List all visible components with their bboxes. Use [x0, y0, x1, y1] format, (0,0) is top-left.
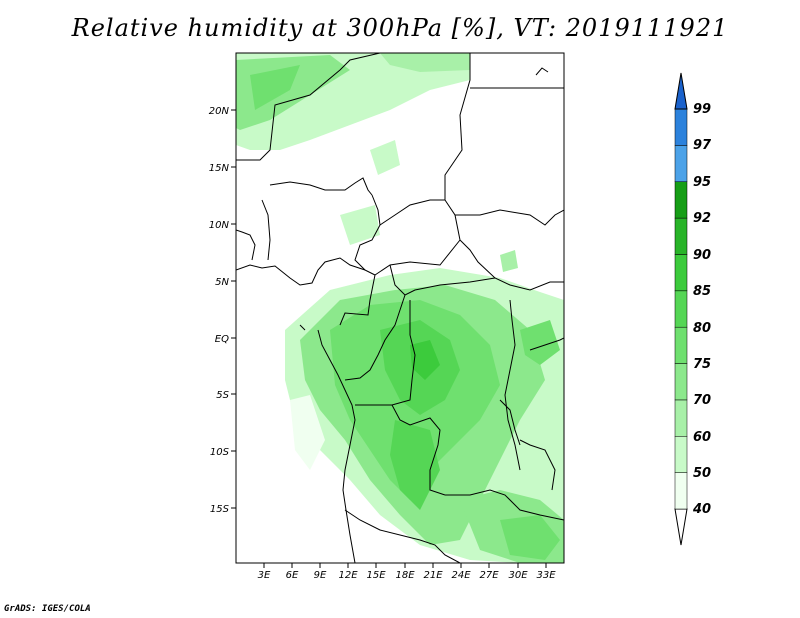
colorbar-segment: [674, 326, 688, 364]
lat-label: 15N: [209, 163, 230, 174]
colorbar-segment: [674, 290, 688, 328]
humidity-field: [236, 53, 564, 563]
colorbar-segment: [674, 363, 688, 401]
coastlines: [236, 53, 564, 563]
lat-label: EQ: [215, 334, 229, 345]
colorbar-under-triangle: [674, 508, 688, 546]
lon-label: 27E: [479, 570, 499, 581]
colorbar-segment: [674, 217, 688, 255]
lat-label: 20N: [209, 106, 230, 117]
colorbar-label: 99: [693, 102, 711, 117]
lat-label: 15S: [210, 504, 230, 515]
grads-credit: GrADS: IGES/COLA: [4, 604, 91, 614]
colorbar-label: 92: [693, 211, 711, 226]
lon-label: 6E: [286, 570, 299, 581]
lon-label: 33E: [536, 570, 556, 581]
lon-label: 21E: [423, 570, 443, 581]
colorbar-label: 80: [693, 321, 711, 336]
colorbar: 40 50 60 70 75 80 85 90 92 95 97 99: [674, 72, 712, 546]
lat-label: 10N: [209, 220, 230, 231]
colorbar-segment: [674, 254, 688, 292]
colorbar-label: 85: [693, 284, 711, 299]
colorbar-segment: [674, 399, 688, 437]
colorbar-label: 70: [693, 393, 711, 408]
colorbar-segment: [674, 108, 688, 146]
colorbar-label: 97: [693, 138, 712, 153]
colorbar-segment: [674, 181, 688, 219]
lon-label: 15E: [366, 570, 386, 581]
lon-label: 30E: [508, 570, 528, 581]
colorbar-label: 50: [693, 466, 711, 481]
lon-axis: 3E 6E 9E 12E 15E 18E 21E 24E 27E 30E 33E: [258, 563, 556, 581]
colorbar-label: 60: [693, 430, 711, 445]
lat-label: 5S: [216, 390, 229, 401]
colorbar-segment: [674, 145, 688, 182]
lon-label: 24E: [451, 570, 471, 581]
lon-label: 9E: [314, 570, 327, 581]
colorbar-over-triangle: [674, 72, 688, 110]
lat-axis: 20N 15N 10N 5N EQ 5S 10S 15S: [209, 106, 236, 515]
lon-label: 18E: [395, 570, 415, 581]
colorbar-label: 95: [693, 175, 711, 190]
lat-label: 10S: [210, 447, 230, 458]
lon-label: 3E: [258, 570, 271, 581]
colorbar-label: 90: [693, 248, 711, 263]
lat-label: 5N: [215, 277, 229, 288]
map-title: Relative humidity at 300hPa [%], VT: 201…: [71, 14, 729, 42]
colorbar-segment: [674, 436, 688, 473]
colorbar-label: 75: [693, 357, 711, 372]
lon-label: 12E: [338, 570, 358, 581]
colorbar-label: 40: [692, 502, 711, 517]
colorbar-segment: [674, 472, 688, 510]
map-frame: [235, 52, 565, 564]
